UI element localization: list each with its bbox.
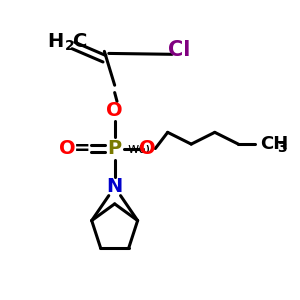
Text: 3: 3 (278, 141, 287, 154)
Text: wω: wω (127, 142, 150, 155)
Text: O: O (139, 139, 155, 158)
Text: CH: CH (260, 135, 289, 153)
Text: C: C (73, 32, 87, 51)
Text: Cl: Cl (168, 40, 190, 60)
Text: =: = (74, 139, 90, 158)
Text: O: O (106, 101, 123, 120)
Text: O: O (59, 139, 76, 158)
Text: N: N (106, 177, 123, 196)
Text: H: H (47, 32, 63, 51)
Text: 2: 2 (64, 39, 74, 53)
Text: P: P (108, 139, 122, 158)
